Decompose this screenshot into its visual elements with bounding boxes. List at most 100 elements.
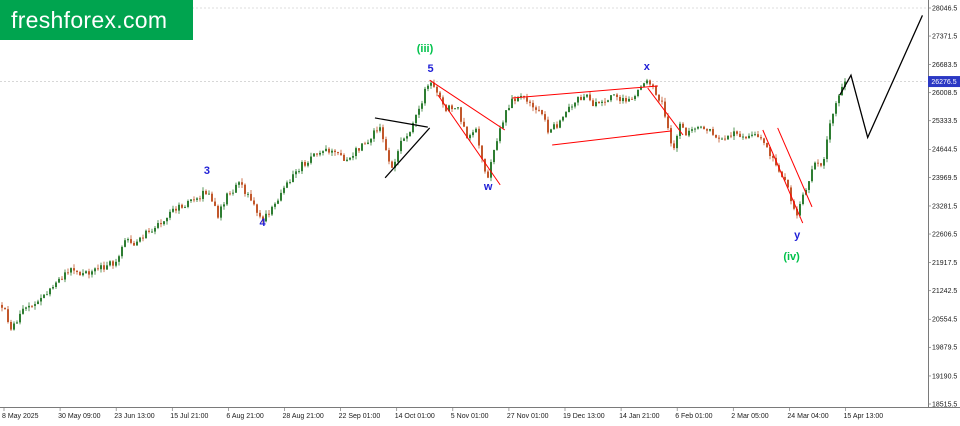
time-tick-label: 8 May 2025 [2,413,39,420]
candle-body [748,135,750,139]
candle-body [148,230,150,232]
candle-body [676,135,678,149]
candle-body [37,301,39,305]
candle-body [721,138,723,140]
candle-body [235,184,237,193]
candle-body [367,142,369,144]
candle-body [121,246,123,257]
candle-body [340,153,342,155]
candle-body [424,88,426,104]
candle-body [67,272,69,274]
time-tick-label: 14 Jan 21:00 [619,413,660,420]
trendline[interactable] [429,79,506,131]
candle-body [616,94,618,97]
candle-body [262,216,264,222]
wave-label: 4 [260,217,267,229]
candle-body [445,104,447,112]
candle-body [259,212,261,217]
candle-body [241,182,243,185]
price-tick-label: 27371.5 [932,33,957,40]
trendline[interactable] [437,94,501,186]
candle-body [34,304,36,306]
candle-body [265,213,267,222]
candle-body [91,271,93,275]
candle-body [130,239,132,243]
candle-body [85,271,87,274]
candle-body [256,204,258,213]
candle-body [214,201,216,206]
candle-body [97,268,99,270]
brand-logo-text: freshforex.com [11,6,168,33]
trendline[interactable] [512,85,658,99]
candle-body [634,96,636,100]
candle-body [28,305,30,308]
candle-body [520,95,522,98]
candle-body [154,227,156,232]
candle-body [577,97,579,103]
candle-body [739,133,741,137]
time-tick-label: 2 Mar 05:00 [731,413,768,420]
candle-body [688,130,690,136]
candle-body [22,308,24,314]
price-axis[interactable]: 28046.5 27371.5 26683.5 26008.5 25333.5 24644… [928,5,957,408]
candle-body [460,107,462,122]
candle-body [493,149,495,163]
candle-body [667,116,669,129]
candle-body [724,138,726,140]
candle-body [571,106,573,108]
candle-body [820,163,822,166]
candle-body [466,126,468,139]
wave-label: 3 [204,165,210,177]
candle-body [814,162,816,170]
candlesticks [1,78,846,331]
candle-body [271,206,273,215]
candle-body [217,205,219,218]
candle-body [601,101,603,103]
trendline[interactable] [777,127,813,208]
forecast-zigzag[interactable] [839,15,924,140]
time-tick-label: 6 Aug 21:00 [226,413,263,420]
candle-body [439,92,441,98]
candle-body [331,150,333,153]
candle-body [559,120,561,128]
candle-body [766,142,768,148]
candle-body [517,97,519,102]
candle-body [136,241,138,246]
candle-body [703,126,705,130]
candle-body [682,123,684,128]
candle-body [286,182,288,188]
trendline[interactable] [647,87,684,136]
candle-body [808,181,810,190]
candle-body [484,158,486,172]
candle-body [295,171,297,175]
candle-body [388,150,390,162]
candle-body [409,132,411,137]
candle-body [250,193,252,201]
candle-body [772,155,774,158]
price-tick-label: 21242.5 [932,288,957,295]
candle-body [508,108,510,111]
candle-body [751,134,753,136]
price-tick-label: 20554.5 [932,317,957,324]
trendline[interactable] [552,130,672,146]
candle-body [499,128,501,142]
candle-body [502,122,504,129]
candle-body [664,101,666,117]
candle-body [100,265,102,270]
candle-body [244,184,246,194]
candle-body [64,272,66,280]
trendline[interactable] [384,127,431,179]
trendline[interactable] [374,117,428,128]
candle-body [166,217,168,222]
trendline[interactable] [762,129,804,224]
time-axis[interactable]: 8 May 2025 30 May 09:00 23 Jun 13:00 15 Jul… [2,407,883,421]
candle-body [283,187,285,193]
candle-body [316,153,318,155]
time-tick-label: 14 Oct 01:00 [395,413,435,420]
candle-body [109,261,111,266]
candle-body [760,137,762,139]
candle-body [592,100,594,107]
candle-body [670,128,672,144]
